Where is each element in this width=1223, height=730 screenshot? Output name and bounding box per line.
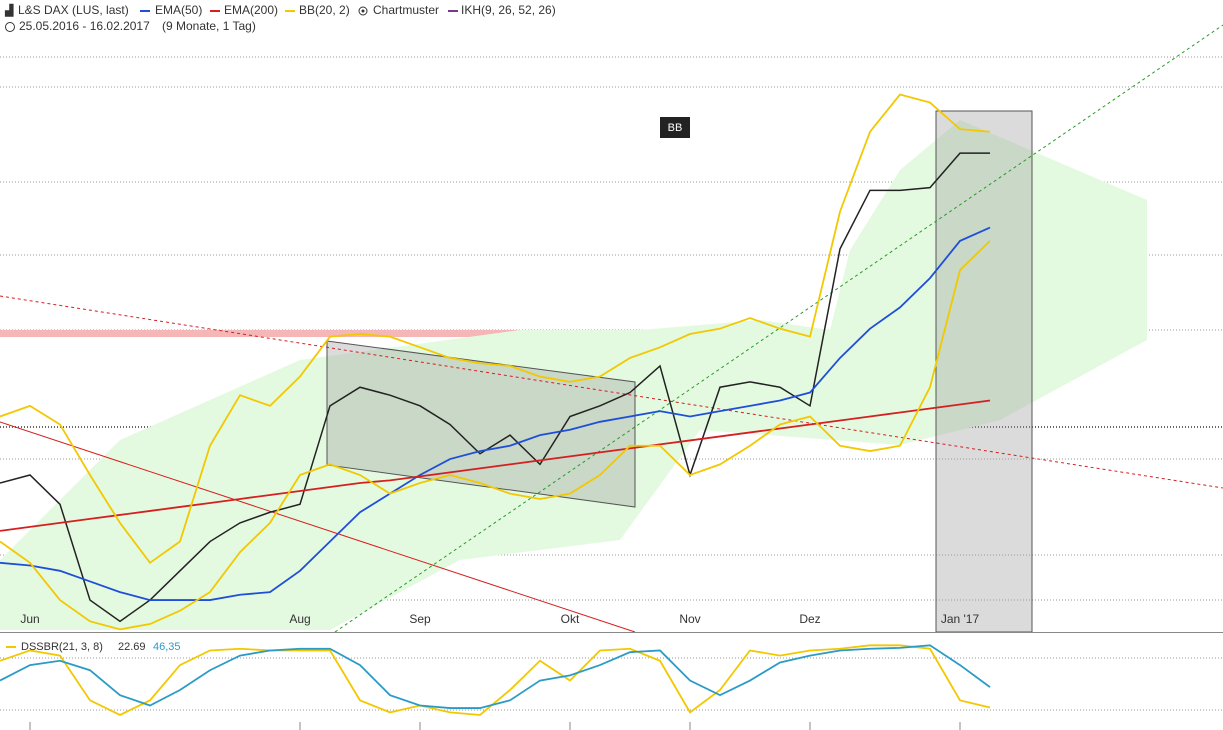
ichimoku-cloud [0,120,1147,630]
series-line [0,644,991,709]
series-line [0,399,991,532]
legend-value: 22.69 [118,641,146,653]
trend-line [334,24,1223,633]
x-tick-label: Sep [409,612,431,626]
plot-main [0,93,991,631]
oscillator-legend: DSSBR(21, 3, 8) 22.69 46,35 [6,641,181,653]
x-tick-label: Jun [20,612,39,626]
series-line [0,644,991,716]
trend-channel [326,340,636,508]
chart-icon: ▟ [4,3,14,17]
series-line [0,226,991,601]
series-line [0,240,991,631]
marker-label: BB [668,122,683,134]
plot-oscillator [0,644,991,716]
resistance-zone [0,330,860,337]
x-tick-label: Dez [799,612,820,626]
legend-dssbr[interactable]: DSSBR(21, 3, 8) [21,641,103,653]
legend-ema50[interactable]: EMA(50) [155,3,202,17]
instrument: L&S DAX (LUS, last) [18,3,129,17]
pattern-box [935,110,1033,633]
x-tick-label: Okt [561,612,580,626]
period-span: (9 Monate, 1 Tag) [162,19,256,33]
legend-bb[interactable]: BB(20, 2) [299,3,350,17]
header: ▟ L&S DAX (LUS, last) EMA(50) EMA(200) B… [4,3,556,33]
x-tick-label: Jan '17 [941,612,980,626]
x-tick-label: Nov [679,612,700,626]
series-line [0,93,991,565]
trend-line [0,295,1223,489]
series-line [0,152,990,623]
legend-value: 46,35 [153,641,181,653]
marker-box [660,117,690,138]
x-tick-label: Aug [289,612,310,626]
legend-ema200[interactable]: EMA(200) [224,3,278,17]
period: 25.05.2016 - 16.02.2017 [19,19,150,33]
trend-line [0,421,636,633]
legend-ikh[interactable]: IKH(9, 26, 52, 26) [461,3,556,17]
legend-pattern[interactable]: Chartmuster [373,3,439,17]
